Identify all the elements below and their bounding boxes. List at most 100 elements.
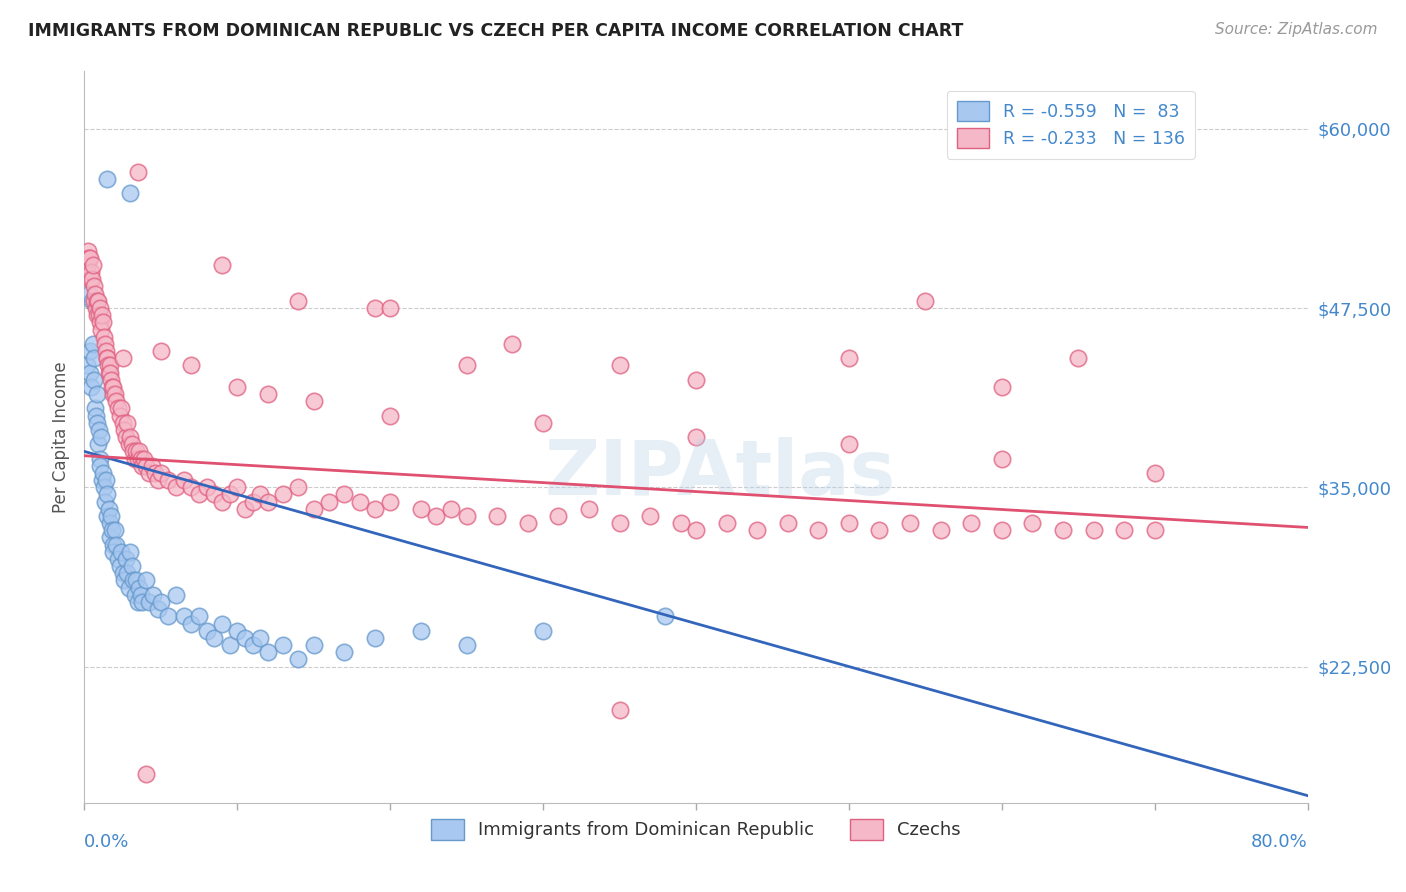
Point xyxy=(89,301,111,315)
Point xyxy=(115,416,138,430)
Point xyxy=(531,624,554,638)
Point xyxy=(90,322,112,336)
Text: 80.0%: 80.0% xyxy=(1251,833,1308,851)
Point xyxy=(101,387,124,401)
Point xyxy=(271,487,294,501)
Point xyxy=(173,609,195,624)
Point xyxy=(929,524,952,538)
Point xyxy=(609,516,631,530)
Legend: Immigrants from Dominican Republic, Czechs: Immigrants from Dominican Republic, Czec… xyxy=(422,810,970,848)
Point xyxy=(104,524,127,538)
Point xyxy=(456,508,478,523)
Point xyxy=(131,458,153,473)
Point xyxy=(440,501,463,516)
Point xyxy=(94,344,117,359)
Point xyxy=(364,501,387,516)
Point xyxy=(91,473,114,487)
Point xyxy=(107,401,129,416)
Point xyxy=(409,624,432,638)
Point xyxy=(141,458,163,473)
Point xyxy=(98,516,121,530)
Point xyxy=(107,552,129,566)
Point xyxy=(142,588,165,602)
Point xyxy=(1143,524,1166,538)
Point xyxy=(101,524,124,538)
Point xyxy=(638,508,661,523)
Point xyxy=(302,394,325,409)
Point xyxy=(111,416,134,430)
Point xyxy=(115,566,138,581)
Point xyxy=(578,501,600,516)
Point xyxy=(146,602,169,616)
Point xyxy=(869,524,891,538)
Point xyxy=(685,524,707,538)
Point xyxy=(195,624,218,638)
Point xyxy=(131,595,153,609)
Point xyxy=(898,516,921,530)
Point xyxy=(125,574,148,588)
Point xyxy=(233,501,256,516)
Point xyxy=(609,359,631,373)
Point xyxy=(87,293,110,308)
Point xyxy=(100,373,122,387)
Point xyxy=(98,359,121,373)
Point xyxy=(86,308,108,322)
Point xyxy=(80,272,103,286)
Point xyxy=(82,258,104,272)
Point xyxy=(226,480,249,494)
Point xyxy=(97,366,120,380)
Point xyxy=(685,373,707,387)
Point xyxy=(180,480,202,494)
Point xyxy=(104,387,127,401)
Point xyxy=(91,466,114,480)
Point xyxy=(128,581,150,595)
Point xyxy=(226,380,249,394)
Point xyxy=(157,609,180,624)
Point xyxy=(531,416,554,430)
Point xyxy=(991,524,1014,538)
Point xyxy=(127,451,149,466)
Point xyxy=(318,494,340,508)
Point xyxy=(333,645,356,659)
Text: 0.0%: 0.0% xyxy=(84,833,129,851)
Point xyxy=(89,451,111,466)
Point xyxy=(76,359,98,373)
Text: ZIPAtlas: ZIPAtlas xyxy=(544,437,896,510)
Point xyxy=(249,487,271,501)
Point xyxy=(242,494,264,508)
Point xyxy=(101,380,124,394)
Point xyxy=(165,480,187,494)
Point xyxy=(180,359,202,373)
Point xyxy=(100,508,122,523)
Point xyxy=(516,516,538,530)
Point xyxy=(110,401,132,416)
Point xyxy=(685,430,707,444)
Point xyxy=(94,494,117,508)
Point xyxy=(103,545,125,559)
Point xyxy=(157,473,180,487)
Point xyxy=(84,301,107,315)
Point xyxy=(609,702,631,716)
Point xyxy=(333,487,356,501)
Point xyxy=(364,631,387,645)
Point xyxy=(110,545,132,559)
Point xyxy=(82,336,104,351)
Text: IMMIGRANTS FROM DOMINICAN REPUBLIC VS CZECH PER CAPITA INCOME CORRELATION CHART: IMMIGRANTS FROM DOMINICAN REPUBLIC VS CZ… xyxy=(28,22,963,40)
Point xyxy=(838,437,860,451)
Point xyxy=(129,588,152,602)
Point xyxy=(83,351,105,366)
Point xyxy=(135,458,157,473)
Point xyxy=(287,480,309,494)
Point xyxy=(380,301,402,315)
Point xyxy=(135,767,157,781)
Point xyxy=(127,595,149,609)
Point xyxy=(302,638,325,652)
Point xyxy=(747,524,769,538)
Point xyxy=(456,359,478,373)
Point xyxy=(122,444,145,458)
Point xyxy=(838,351,860,366)
Point xyxy=(79,251,101,265)
Point xyxy=(991,451,1014,466)
Point xyxy=(87,423,110,437)
Point xyxy=(87,308,110,322)
